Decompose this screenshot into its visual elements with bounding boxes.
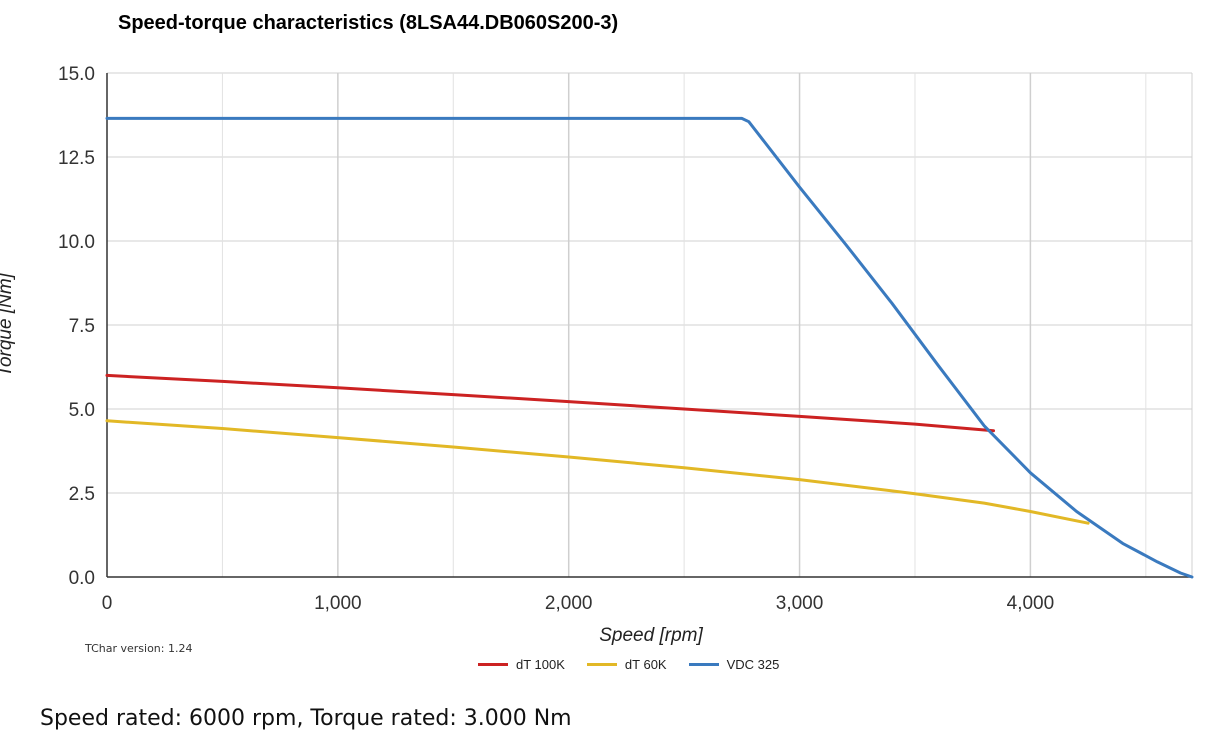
axes-layer	[106, 73, 1192, 578]
tick-labels-layer: 0.0 2.5 5.0 7.5 10.0 12.5 15.0 0 1,000 2,000 3,000…	[58, 64, 1054, 614]
y-tick-label: 12.5	[58, 148, 95, 169]
y-tick-label: 7.5	[69, 316, 95, 337]
x-axis-label: Speed [rpm]	[599, 625, 703, 646]
legend-swatch-dt100k	[478, 663, 508, 666]
legend-item-dt60k: dT 60K	[586, 657, 667, 672]
y-axis-label: Torque [Nm]	[0, 272, 16, 377]
legend-swatch-vdc325	[688, 663, 719, 666]
x-tick-label: 4,000	[1007, 593, 1055, 614]
chart-title: Speed-torque characteristics (8LSA44.DB0…	[118, 12, 619, 34]
legend-label-dt60k: dT 60K	[624, 657, 667, 672]
legend-label-dt100k: dT 100K	[516, 657, 565, 672]
y-tick-label: 2.5	[69, 484, 95, 505]
series-line-vdc-325	[105, 116, 1194, 579]
y-tick-label: 10.0	[58, 232, 95, 253]
x-tick-label: 0	[102, 593, 113, 614]
x-tick-label: 1,000	[314, 593, 362, 614]
series-layer	[105, 116, 1194, 579]
rated-values: Speed rated: 6000 rpm, Torque rated: 3.0…	[40, 706, 572, 731]
legend-item-dt100k: dT 100K	[478, 657, 565, 672]
legend-item-vdc325: VDC 325	[688, 657, 780, 672]
y-tick-label: 0.0	[69, 568, 95, 589]
x-tick-label: 3,000	[776, 593, 824, 614]
legend: dT 100K dT 60K VDC 325	[478, 657, 779, 672]
legend-swatch-dt60k	[586, 663, 617, 666]
y-tick-label: 5.0	[69, 400, 95, 421]
x-tick-label: 2,000	[545, 593, 593, 614]
grid-layer	[107, 72, 1193, 577]
y-tick-label: 15.0	[58, 64, 95, 85]
series-line-dt-100k	[105, 373, 995, 433]
series-line-dt-60k	[105, 419, 1090, 525]
legend-label-vdc325: VDC 325	[726, 657, 780, 672]
tchar-version: TChar version: 1.24	[85, 642, 193, 655]
